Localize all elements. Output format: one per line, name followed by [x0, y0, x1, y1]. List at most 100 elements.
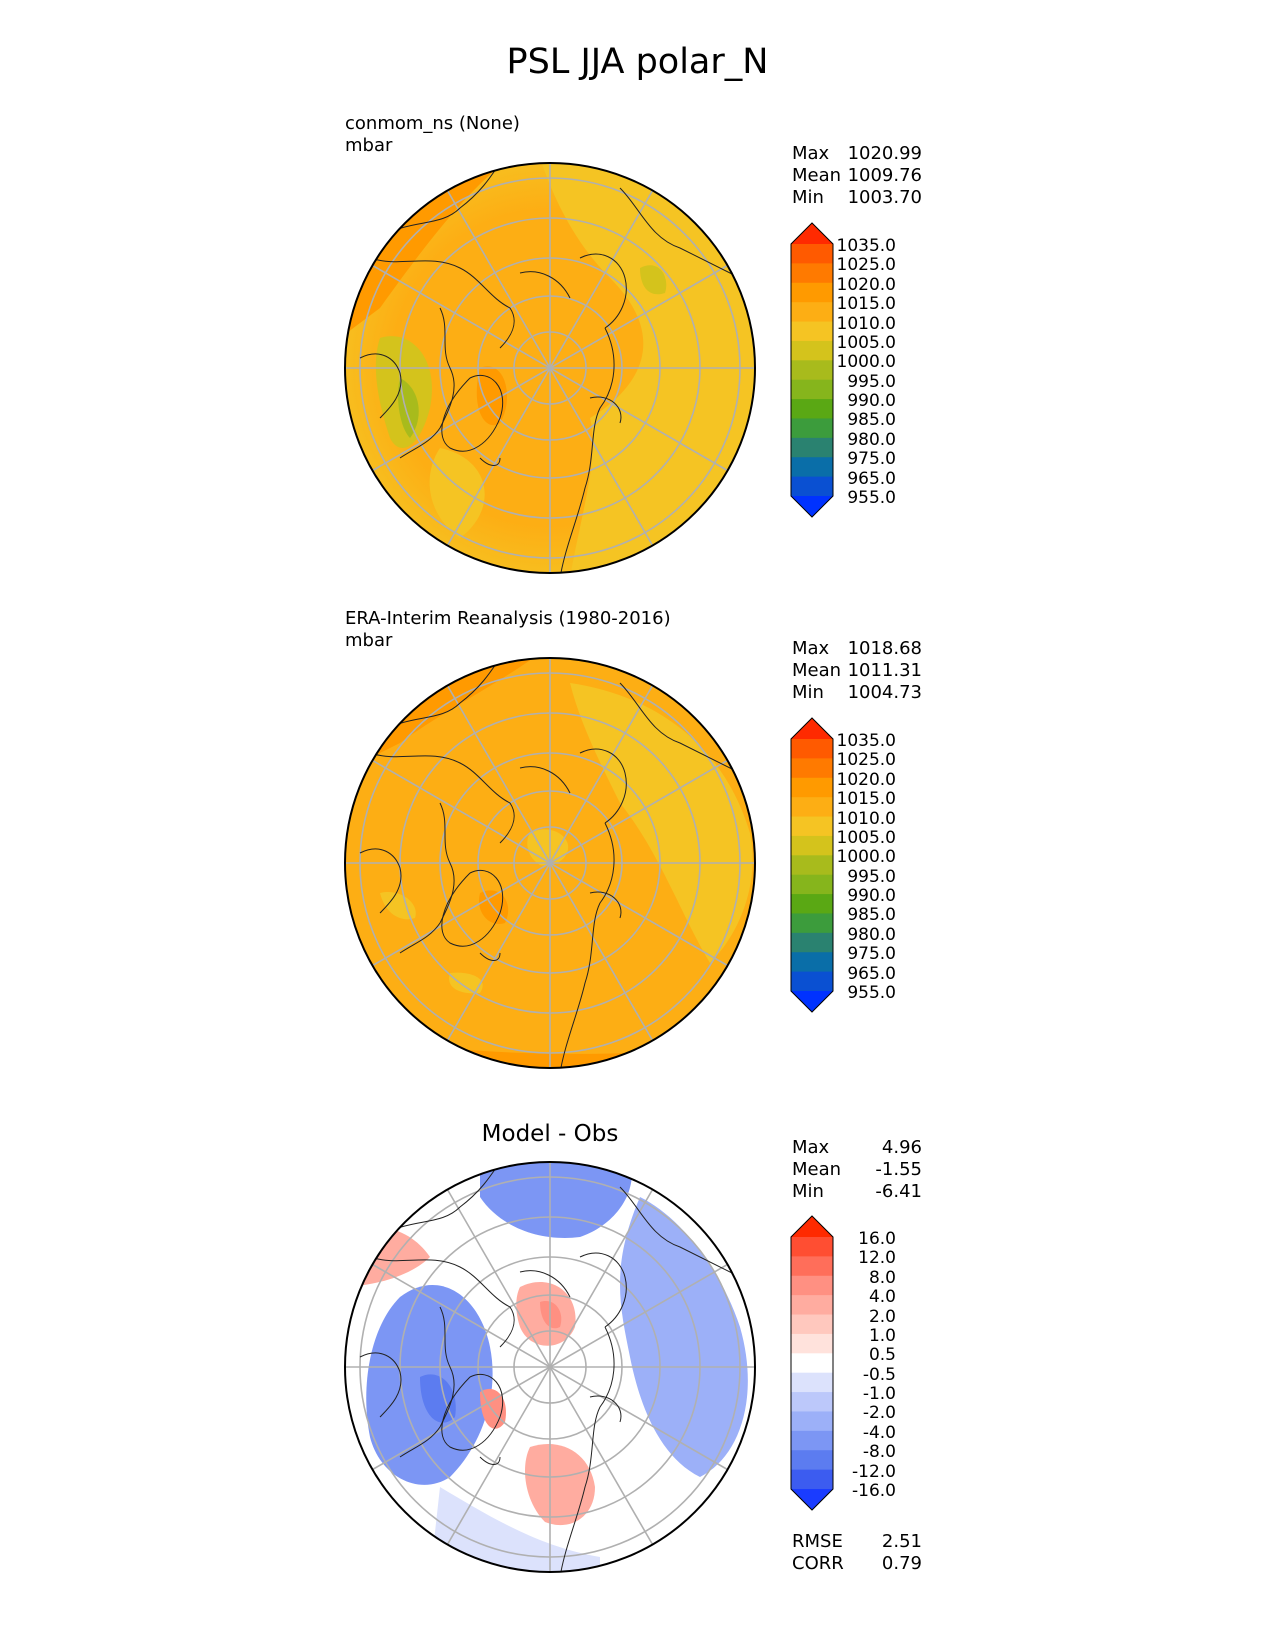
- graticule: [345, 163, 755, 573]
- colorbar-segment: [791, 1237, 833, 1257]
- colorbar-segment: [791, 282, 833, 303]
- colorbar-outline: [790, 1215, 834, 1511]
- colorbar-tick-label: -0.5: [862, 1364, 896, 1385]
- colorbar-segment: [791, 360, 833, 381]
- colorbar-tick-label: 990.0: [847, 391, 896, 412]
- colorbar-tick-label: 1.0: [868, 1325, 896, 1346]
- colorbar-segment: [791, 437, 833, 458]
- colorbar-tick-label: 0.5: [868, 1345, 896, 1366]
- stat-max: Max 4.96: [792, 1137, 922, 1158]
- colorbar-tick-label: 985.0: [847, 905, 896, 926]
- colorbar-segment: [791, 321, 833, 342]
- colorbar-tick-label: 955.0: [847, 488, 896, 508]
- colorbar-test: [790, 222, 834, 518]
- colorbar-ref: [790, 717, 834, 1013]
- colorbar-segment: [791, 1275, 833, 1296]
- colorbar-tick-label: 1035.0: [836, 236, 896, 256]
- colorbar-segment: [791, 913, 833, 934]
- colorbar-tick-label: 16.0: [858, 1229, 896, 1249]
- colorbar-segment: [791, 739, 833, 759]
- colorbar-tick-label: 2.0: [868, 1306, 896, 1327]
- colorbar-segment: [791, 1372, 833, 1393]
- colorbar-tick-label: 995.0: [847, 371, 896, 392]
- colorbar-tick-label: 1035.0: [836, 731, 896, 751]
- colorbar-tick-label: 975.0: [847, 944, 896, 965]
- colorbar-segment: [791, 952, 833, 973]
- colorbar-tick-label: 1015.0: [836, 789, 896, 810]
- colorbar-segment: [791, 302, 833, 323]
- colorbar-tick-label: 985.0: [847, 410, 896, 431]
- colorbar-extend-min: [791, 991, 833, 1012]
- colorbar-segment: [791, 418, 833, 439]
- colorbar-tick-label: 1020.0: [836, 769, 896, 790]
- colorbar-tick-label: -2.0: [862, 1403, 896, 1424]
- colorbar-segment: [791, 244, 833, 264]
- colorbar-segment: [791, 797, 833, 818]
- graticule: [345, 658, 755, 1068]
- weak-negative-south: [430, 1487, 600, 1572]
- colorbar-tick-label: 1010.0: [836, 808, 896, 829]
- panel-test-units: mbar: [345, 135, 393, 156]
- stat-max: Max 1020.99: [792, 143, 922, 164]
- colorbar-segment: [791, 932, 833, 953]
- map-boundary: [344, 657, 756, 1069]
- colorbar-diff: [790, 1215, 834, 1511]
- colorbar-segment: [791, 1314, 833, 1335]
- colorbar-segment: [791, 1469, 833, 1490]
- coastlines: [359, 163, 741, 573]
- colorbar-segment: [791, 1256, 833, 1277]
- map-boundary: [344, 1161, 756, 1573]
- panel-ref-stats: Max 1018.68 Mean 1011.31 Min 1004.73: [792, 638, 922, 704]
- colorbar-tick-label: 995.0: [847, 866, 896, 887]
- colorbar-tick-label: -8.0: [862, 1442, 896, 1463]
- colorbar-segment: [791, 835, 833, 856]
- figure-title: PSL JJA polar_N: [506, 42, 769, 82]
- colorbar-extend-max: [791, 223, 833, 244]
- colorbar-segment: [791, 399, 833, 419]
- panel-test-stats: Max 1020.99 Mean 1009.76 Min 1003.70: [792, 143, 922, 209]
- panel-ref-map: [344, 657, 756, 1069]
- colorbar-tick-label: 955.0: [847, 983, 896, 1003]
- stat-mean: Mean -1.55: [792, 1159, 922, 1180]
- metric-rmse: RMSE 2.51: [792, 1531, 922, 1552]
- colorbar-tick-label: -1.0: [862, 1384, 896, 1405]
- colorbar-segment: [791, 1353, 833, 1374]
- colorbar-segment: [791, 1392, 833, 1412]
- stat-mean: Mean 1011.31: [792, 660, 922, 681]
- colorbar-tick-label: 1015.0: [836, 294, 896, 315]
- colorbar-segment: [791, 476, 833, 497]
- metric-corr: CORR 0.79: [792, 1553, 922, 1574]
- map-boundary: [344, 162, 756, 574]
- colorbar-extend-max: [791, 718, 833, 739]
- high-pressure-greenland: [476, 366, 508, 426]
- negative-region-north: [480, 1162, 632, 1238]
- colorbar-tick-label: 12.0: [858, 1248, 896, 1269]
- colorbar-tick-label: 4.0: [868, 1287, 896, 1308]
- colorbar-tick-label: 980.0: [847, 429, 896, 450]
- colorbar-tick-label: -16.0: [852, 1481, 896, 1501]
- colorbar-outline: [790, 222, 834, 518]
- lower-pressure-atlantic: [449, 972, 483, 994]
- colorbar-tick-label: 965.0: [847, 468, 896, 489]
- colorbar-segment: [791, 379, 833, 400]
- colorbar-tick-label: 1020.0: [836, 274, 896, 295]
- colorbar-segment: [791, 758, 833, 779]
- colorbar-segment: [791, 855, 833, 876]
- coastlines: [359, 658, 741, 1068]
- colorbar-extend-max: [791, 1216, 833, 1237]
- colorbar-extend-min: [791, 496, 833, 517]
- colorbar-segment: [791, 816, 833, 837]
- panel-diff-metrics: RMSE 2.51 CORR 0.79: [792, 1531, 922, 1575]
- colorbar-segment: [791, 340, 833, 361]
- colorbar-segment: [791, 1411, 833, 1432]
- colorbar-tick-label: 1000.0: [836, 352, 896, 373]
- colorbar-tick-label: 1005.0: [836, 827, 896, 848]
- colorbar-segment: [791, 894, 833, 914]
- colorbar-segment: [791, 874, 833, 895]
- colorbar-segment: [791, 1295, 833, 1316]
- panel-test-title: conmom_ns (None): [345, 113, 520, 134]
- lower-pressure-siberia: [570, 683, 753, 963]
- colorbar-tick-label: 975.0: [847, 449, 896, 470]
- graticule: [345, 1162, 755, 1572]
- colorbar-extend-min: [791, 1489, 833, 1510]
